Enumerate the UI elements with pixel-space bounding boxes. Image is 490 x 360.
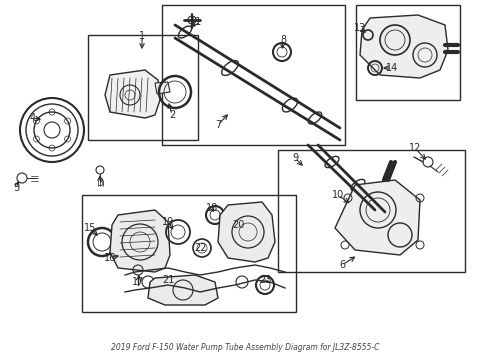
- Text: 2019 Ford F-150 Water Pump Tube Assembly Diagram for JL3Z-8555-C: 2019 Ford F-150 Water Pump Tube Assembly…: [111, 343, 379, 352]
- Text: 16: 16: [104, 253, 116, 263]
- Bar: [356, 5, 460, 100]
- Text: 8: 8: [280, 35, 286, 45]
- Polygon shape: [110, 210, 170, 272]
- Text: 1: 1: [139, 31, 145, 41]
- Polygon shape: [148, 275, 218, 305]
- Text: 4: 4: [30, 113, 36, 123]
- Text: 18: 18: [206, 203, 218, 213]
- Polygon shape: [105, 70, 160, 118]
- Text: 20: 20: [232, 220, 244, 230]
- Text: 11: 11: [190, 17, 202, 27]
- Text: 9: 9: [292, 153, 298, 163]
- Text: 17: 17: [132, 277, 144, 287]
- Text: 7: 7: [215, 120, 221, 130]
- Text: 12: 12: [409, 143, 421, 153]
- Polygon shape: [335, 180, 420, 255]
- Text: 23: 23: [259, 275, 271, 285]
- Bar: [278, 150, 465, 272]
- Text: 6: 6: [339, 260, 345, 270]
- Text: 2: 2: [169, 110, 175, 120]
- Text: 22: 22: [194, 243, 206, 253]
- Text: 15: 15: [84, 223, 96, 233]
- Polygon shape: [218, 202, 275, 262]
- Text: 10: 10: [332, 190, 344, 200]
- Bar: [162, 5, 345, 145]
- Text: 14: 14: [386, 63, 398, 73]
- Polygon shape: [360, 15, 448, 78]
- Polygon shape: [155, 82, 170, 94]
- Bar: [82, 195, 296, 312]
- Text: 5: 5: [13, 183, 19, 193]
- Text: 13: 13: [354, 23, 366, 33]
- Text: 3: 3: [97, 178, 103, 188]
- Text: 21: 21: [162, 275, 174, 285]
- Bar: [88, 35, 198, 140]
- Text: 19: 19: [162, 217, 174, 227]
